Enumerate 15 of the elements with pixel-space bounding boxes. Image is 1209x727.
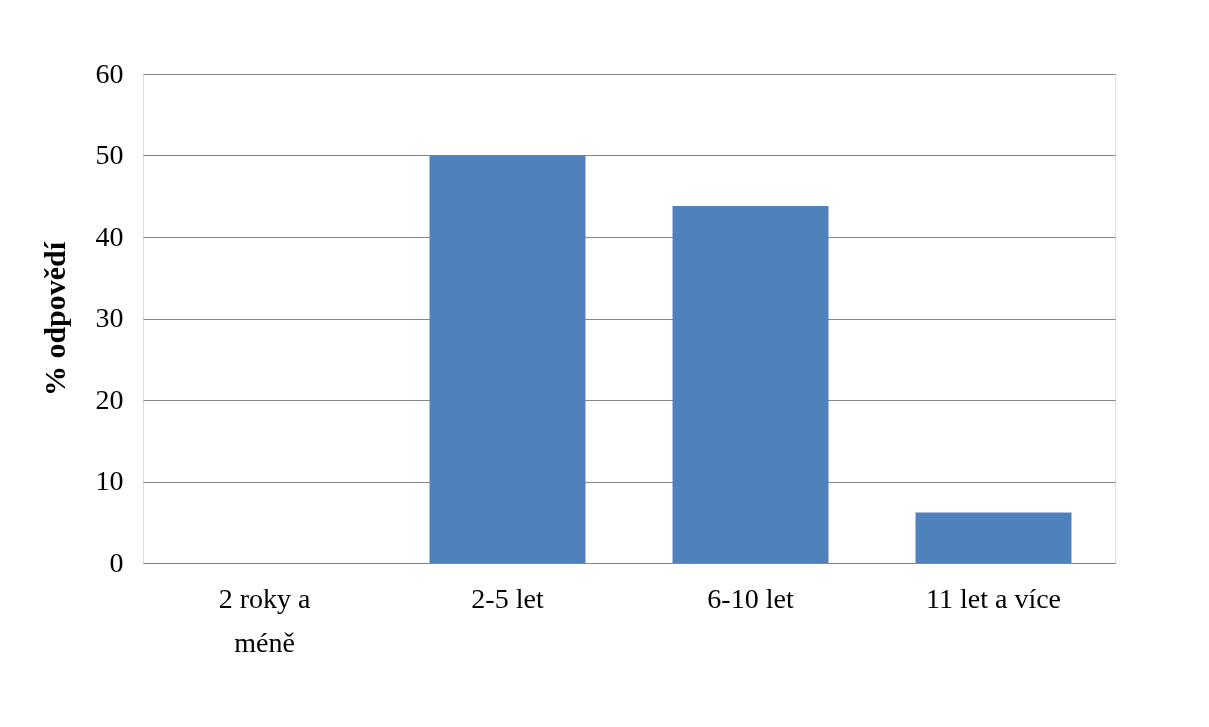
y-tick-label: 50: [95, 139, 124, 170]
y-tick-label: 20: [95, 383, 124, 415]
y-tick-label: 60: [95, 57, 124, 89]
y-tick-label: 10: [95, 465, 124, 496]
x-tick-label: 11 let a více: [925, 582, 1062, 614]
y-tick-label: 40: [95, 220, 124, 252]
x-tick-label: 2 roky a méně: [218, 582, 311, 658]
y-axis-title: % odpovědí: [37, 241, 71, 397]
x-tick-label: 2-5 let: [471, 582, 544, 614]
x-tick-label: 6-10 let: [707, 582, 794, 614]
bar: [672, 206, 829, 563]
y-tick-label: 0: [109, 546, 124, 578]
bar: [429, 155, 586, 563]
y-tick-label: 30: [95, 302, 124, 333]
bar: [915, 512, 1072, 563]
